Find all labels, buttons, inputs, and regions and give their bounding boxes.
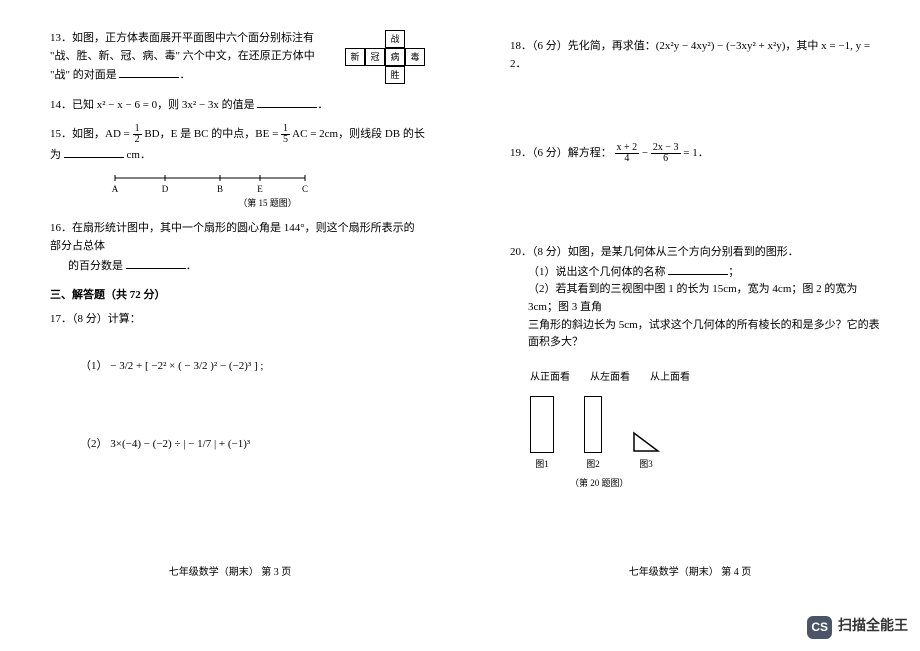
q17-sub1-pre: （1） <box>80 360 108 372</box>
q19-frac1: x + 24 <box>615 143 640 164</box>
q13-line1: 13．如图，正方体表面展开平面图中六个面分别标注有 <box>50 30 339 48</box>
three-views: 图1 图2 图3 <box>530 396 885 471</box>
left-page: 13．如图，正方体表面展开平面图中六个面分别标注有 "战、胜、新、冠、病、毒" … <box>0 0 460 651</box>
q19-mid: − <box>642 147 651 159</box>
view-label-top: 从上面看 <box>650 370 690 386</box>
q14-text: 14．已知 x² − x − 6 = 0，则 3x² − 3x 的值是 <box>50 99 255 111</box>
page-container: 13．如图，正方体表面展开平面图中六个面分别标注有 "战、胜、新、冠、病、毒" … <box>0 0 920 651</box>
net-cell: 冠 <box>365 48 385 66</box>
q17-sub1-expr: − 3/2 + [ −2² × ( − 3/2 )² − (−2)³ ] ; <box>110 360 263 372</box>
question-14: 14．已知 x² − x − 6 = 0，则 3x² − 3x 的值是 ． <box>50 95 425 115</box>
q16-line1: 16．在扇形统计图中，其中一个扇形的圆心角是 144°，则这个扇形所表示的部分占… <box>50 220 425 255</box>
q13-blank <box>119 65 179 78</box>
view-labels-row: 从正面看 从左面看 从上面看 <box>530 370 885 386</box>
fig1-label: 图1 <box>535 459 549 469</box>
q15-blank <box>64 145 124 158</box>
fig3-label: 图3 <box>639 459 653 469</box>
q16-blank <box>126 256 186 269</box>
view-label-left: 从左面看 <box>590 370 630 386</box>
pt-C: C <box>302 184 308 194</box>
q20-sub2a: （2）若其看到的三视图中图 1 的长为 15cm，宽为 4cm；图 2 的宽为 … <box>510 281 885 316</box>
q20-caption: （第 20 题图） <box>570 476 885 490</box>
net-cell: 胜 <box>385 66 405 84</box>
q15-pre: 15．如图，AD = <box>50 128 133 140</box>
view-3: 图3 <box>632 431 660 471</box>
cube-net-diagram: 战 新 冠 病 毒 胜 <box>345 30 425 84</box>
question-18: 18．（6 分）先化简，再求值：(2x²y − 4xy²) − (−3xy² +… <box>510 38 885 73</box>
question-13: 13．如图，正方体表面展开平面图中六个面分别标注有 "战、胜、新、冠、病、毒" … <box>50 30 425 85</box>
q13-line2: "战、胜、新、冠、病、毒" 六个中文，在还原正方体中 <box>50 50 315 62</box>
q19-post: = 1． <box>683 147 708 159</box>
watermark-text: 扫描全能王 <box>838 616 908 638</box>
right-page: 18．（6 分）先化简，再求值：(2x²y − 4xy²) − (−3xy² +… <box>460 0 920 651</box>
view3-triangle <box>632 431 660 453</box>
net-cell: 病 <box>385 48 405 66</box>
pt-D: D <box>162 184 169 194</box>
question-17: 17．（8 分）计算： （1） − 3/2 + [ −2² × ( − 3/2 … <box>50 311 425 454</box>
q15-mid1: BD，E 是 BC 的中点，BE = <box>142 128 281 140</box>
net-cell: 战 <box>385 30 405 48</box>
question-20: 20．（8 分）如图，是某几何体从三个方向分别看到的图形． （1）说出这个几何体… <box>510 244 885 490</box>
net-cell: 毒 <box>405 48 425 66</box>
cs-icon: CS <box>807 616 832 639</box>
q15-frac2: 15 <box>281 124 290 145</box>
right-footer: 七年级数学（期末） 第 4 页 <box>460 565 920 581</box>
question-16: 16．在扇形统计图中，其中一个扇形的圆心角是 144°，则这个扇形所表示的部分占… <box>50 220 425 275</box>
q16-line2: 的百分数是 <box>68 260 123 272</box>
view-label-front: 从正面看 <box>530 370 570 386</box>
question-15: 15．如图，AD = 12 BD，E 是 BC 的中点，BE = 15 AC =… <box>50 124 425 210</box>
q18-text: 18．（6 分）先化简，再求值：(2x²y − 4xy²) − (−3xy² +… <box>510 40 870 70</box>
q15-mid2: AC = 2cm，则线段 DB 的长 <box>290 128 425 140</box>
line-segment-diagram: A D B E C （第 15 题图） <box>110 170 425 210</box>
q20-title: 20．（8 分）如图，是某几何体从三个方向分别看到的图形． <box>510 244 885 262</box>
view-2: 图2 <box>584 396 602 471</box>
q13-line3: "战" 的对面是 <box>50 69 117 81</box>
view-1: 图1 <box>530 396 554 471</box>
q15-unit: cm． <box>127 149 151 161</box>
q15-caption: （第 15 题图） <box>110 196 425 210</box>
view1-rect <box>530 396 554 453</box>
q19-pre: 19．（6 分）解方程： <box>510 147 612 159</box>
left-footer: 七年级数学（期末） 第 3 页 <box>0 565 460 581</box>
q14-blank <box>257 95 317 108</box>
pt-E: E <box>257 184 263 194</box>
q15-frac1: 12 <box>133 124 142 145</box>
net-cell: 新 <box>345 48 365 66</box>
q20-sub1: （1）说出这个几何体的名称 <box>528 266 666 278</box>
question-19: 19．（6 分）解方程： x + 24 − 2x − 36 = 1． <box>510 143 885 164</box>
q15-line2: 为 <box>50 149 61 161</box>
fig2-label: 图2 <box>586 459 600 469</box>
pt-A: A <box>112 184 119 194</box>
scanner-watermark: CS 扫描全能王 <box>807 616 908 639</box>
q19-frac2: 2x − 36 <box>651 143 681 164</box>
q17-sub2-pre: （2） <box>80 438 108 450</box>
q17-sub1: （1） − 3/2 + [ −2² × ( − 3/2 )² − (−2)³ ]… <box>80 358 425 376</box>
view2-rect <box>584 396 602 453</box>
q17-sub2: （2） 3×(−4) − (−2) ÷ | − 1/7 | + (−1)³ <box>80 436 425 454</box>
q17-sub2-expr: 3×(−4) − (−2) ÷ | − 1/7 | + (−1)³ <box>110 438 250 450</box>
q20-sub2b: 三角形的斜边长为 5cm，试求这个几何体的所有棱长的和是多少？它的表面积多大？ <box>510 317 885 352</box>
section-3-title: 三、解答题（共 72 分） <box>50 287 425 305</box>
pt-B: B <box>217 184 223 194</box>
q20-sub1-blank <box>668 262 728 275</box>
q17-title: 17．（8 分）计算： <box>50 311 425 329</box>
